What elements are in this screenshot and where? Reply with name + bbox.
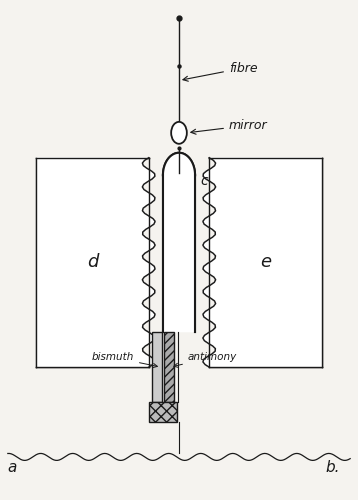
Text: bismuth: bismuth bbox=[92, 352, 158, 368]
Text: b.: b. bbox=[325, 460, 340, 475]
Polygon shape bbox=[203, 158, 321, 367]
Text: c: c bbox=[200, 174, 208, 188]
PathPatch shape bbox=[163, 153, 195, 332]
Bar bbox=[152, 332, 162, 402]
Text: antimony: antimony bbox=[174, 352, 237, 368]
Bar bbox=[149, 402, 177, 422]
Circle shape bbox=[171, 122, 187, 144]
Polygon shape bbox=[37, 158, 155, 367]
Text: d: d bbox=[87, 254, 98, 272]
Text: a: a bbox=[8, 460, 17, 475]
Text: mirror: mirror bbox=[191, 119, 267, 134]
Text: e: e bbox=[260, 254, 271, 272]
Text: fibre: fibre bbox=[183, 62, 257, 81]
Bar bbox=[164, 332, 174, 402]
